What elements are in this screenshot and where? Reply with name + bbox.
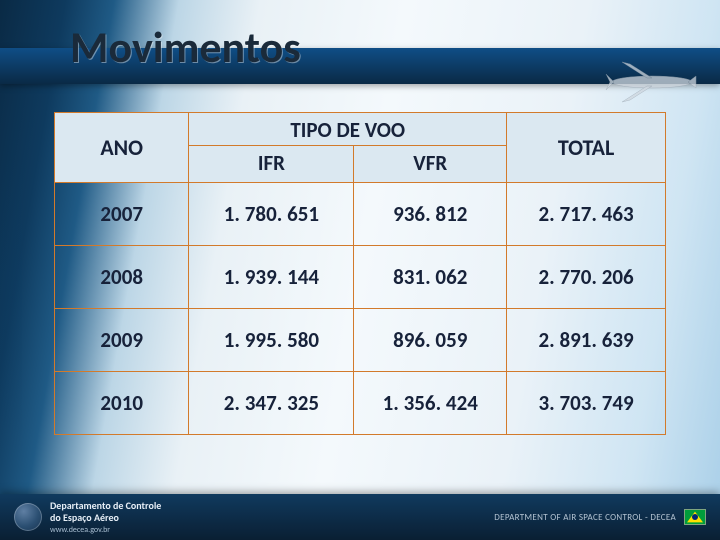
dept-url: www.decea.gov.br [50,525,161,535]
col-header-total: TOTAL [507,113,666,183]
seal-icon [14,503,42,531]
cell-total: 2. 770. 206 [507,246,666,309]
data-table: ANO TIPO DE VOO TOTAL IFR VFR 2007 1. 78… [54,112,666,435]
cell-vfr: 1. 356. 424 [354,372,507,435]
cell-ano: 2008 [55,246,189,309]
cell-total: 2. 891. 639 [507,309,666,372]
cell-ifr: 1. 939. 144 [189,246,354,309]
cell-ifr: 2. 347. 325 [189,372,354,435]
footer: Departamento de Controle do Espaço Aéreo… [0,494,720,540]
cell-ano: 2010 [55,372,189,435]
col-header-tipo: TIPO DE VOO [189,113,507,146]
table-row: 2007 1. 780. 651 936. 812 2. 717. 463 [55,183,666,246]
cell-ifr: 1. 995. 580 [189,309,354,372]
cell-vfr: 831. 062 [354,246,507,309]
footer-right: DEPARTMENT OF AIR SPACE CONTROL - DECEA [494,509,720,525]
brazil-flag-icon [684,509,706,525]
table-row: 2008 1. 939. 144 831. 062 2. 770. 206 [55,246,666,309]
table-row: 2009 1. 995. 580 896. 059 2. 891. 639 [55,309,666,372]
cell-ifr: 1. 780. 651 [189,183,354,246]
footer-right-text: DEPARTMENT OF AIR SPACE CONTROL - DECEA [494,512,676,523]
dept-text: Departamento de Controle do Espaço Aéreo… [50,499,161,535]
col-header-vfr: VFR [354,146,507,183]
cell-ano: 2007 [55,183,189,246]
airplane-icon [592,60,702,104]
slide: Movimentos ANO TIPO DE VOO TOTAL [0,0,720,540]
cell-ano: 2009 [55,309,189,372]
dept-line2: do Espaço Aéreo [50,511,161,524]
slide-title: Movimentos [70,20,301,74]
col-header-ifr: IFR [189,146,354,183]
footer-left: Departamento de Controle do Espaço Aéreo… [0,499,161,535]
cell-vfr: 896. 059 [354,309,507,372]
cell-total: 3. 703. 749 [507,372,666,435]
table-row: 2010 2. 347. 325 1. 356. 424 3. 703. 749 [55,372,666,435]
left-decoration [0,158,22,458]
col-header-ano: ANO [55,113,189,183]
cell-vfr: 936. 812 [354,183,507,246]
cell-total: 2. 717. 463 [507,183,666,246]
